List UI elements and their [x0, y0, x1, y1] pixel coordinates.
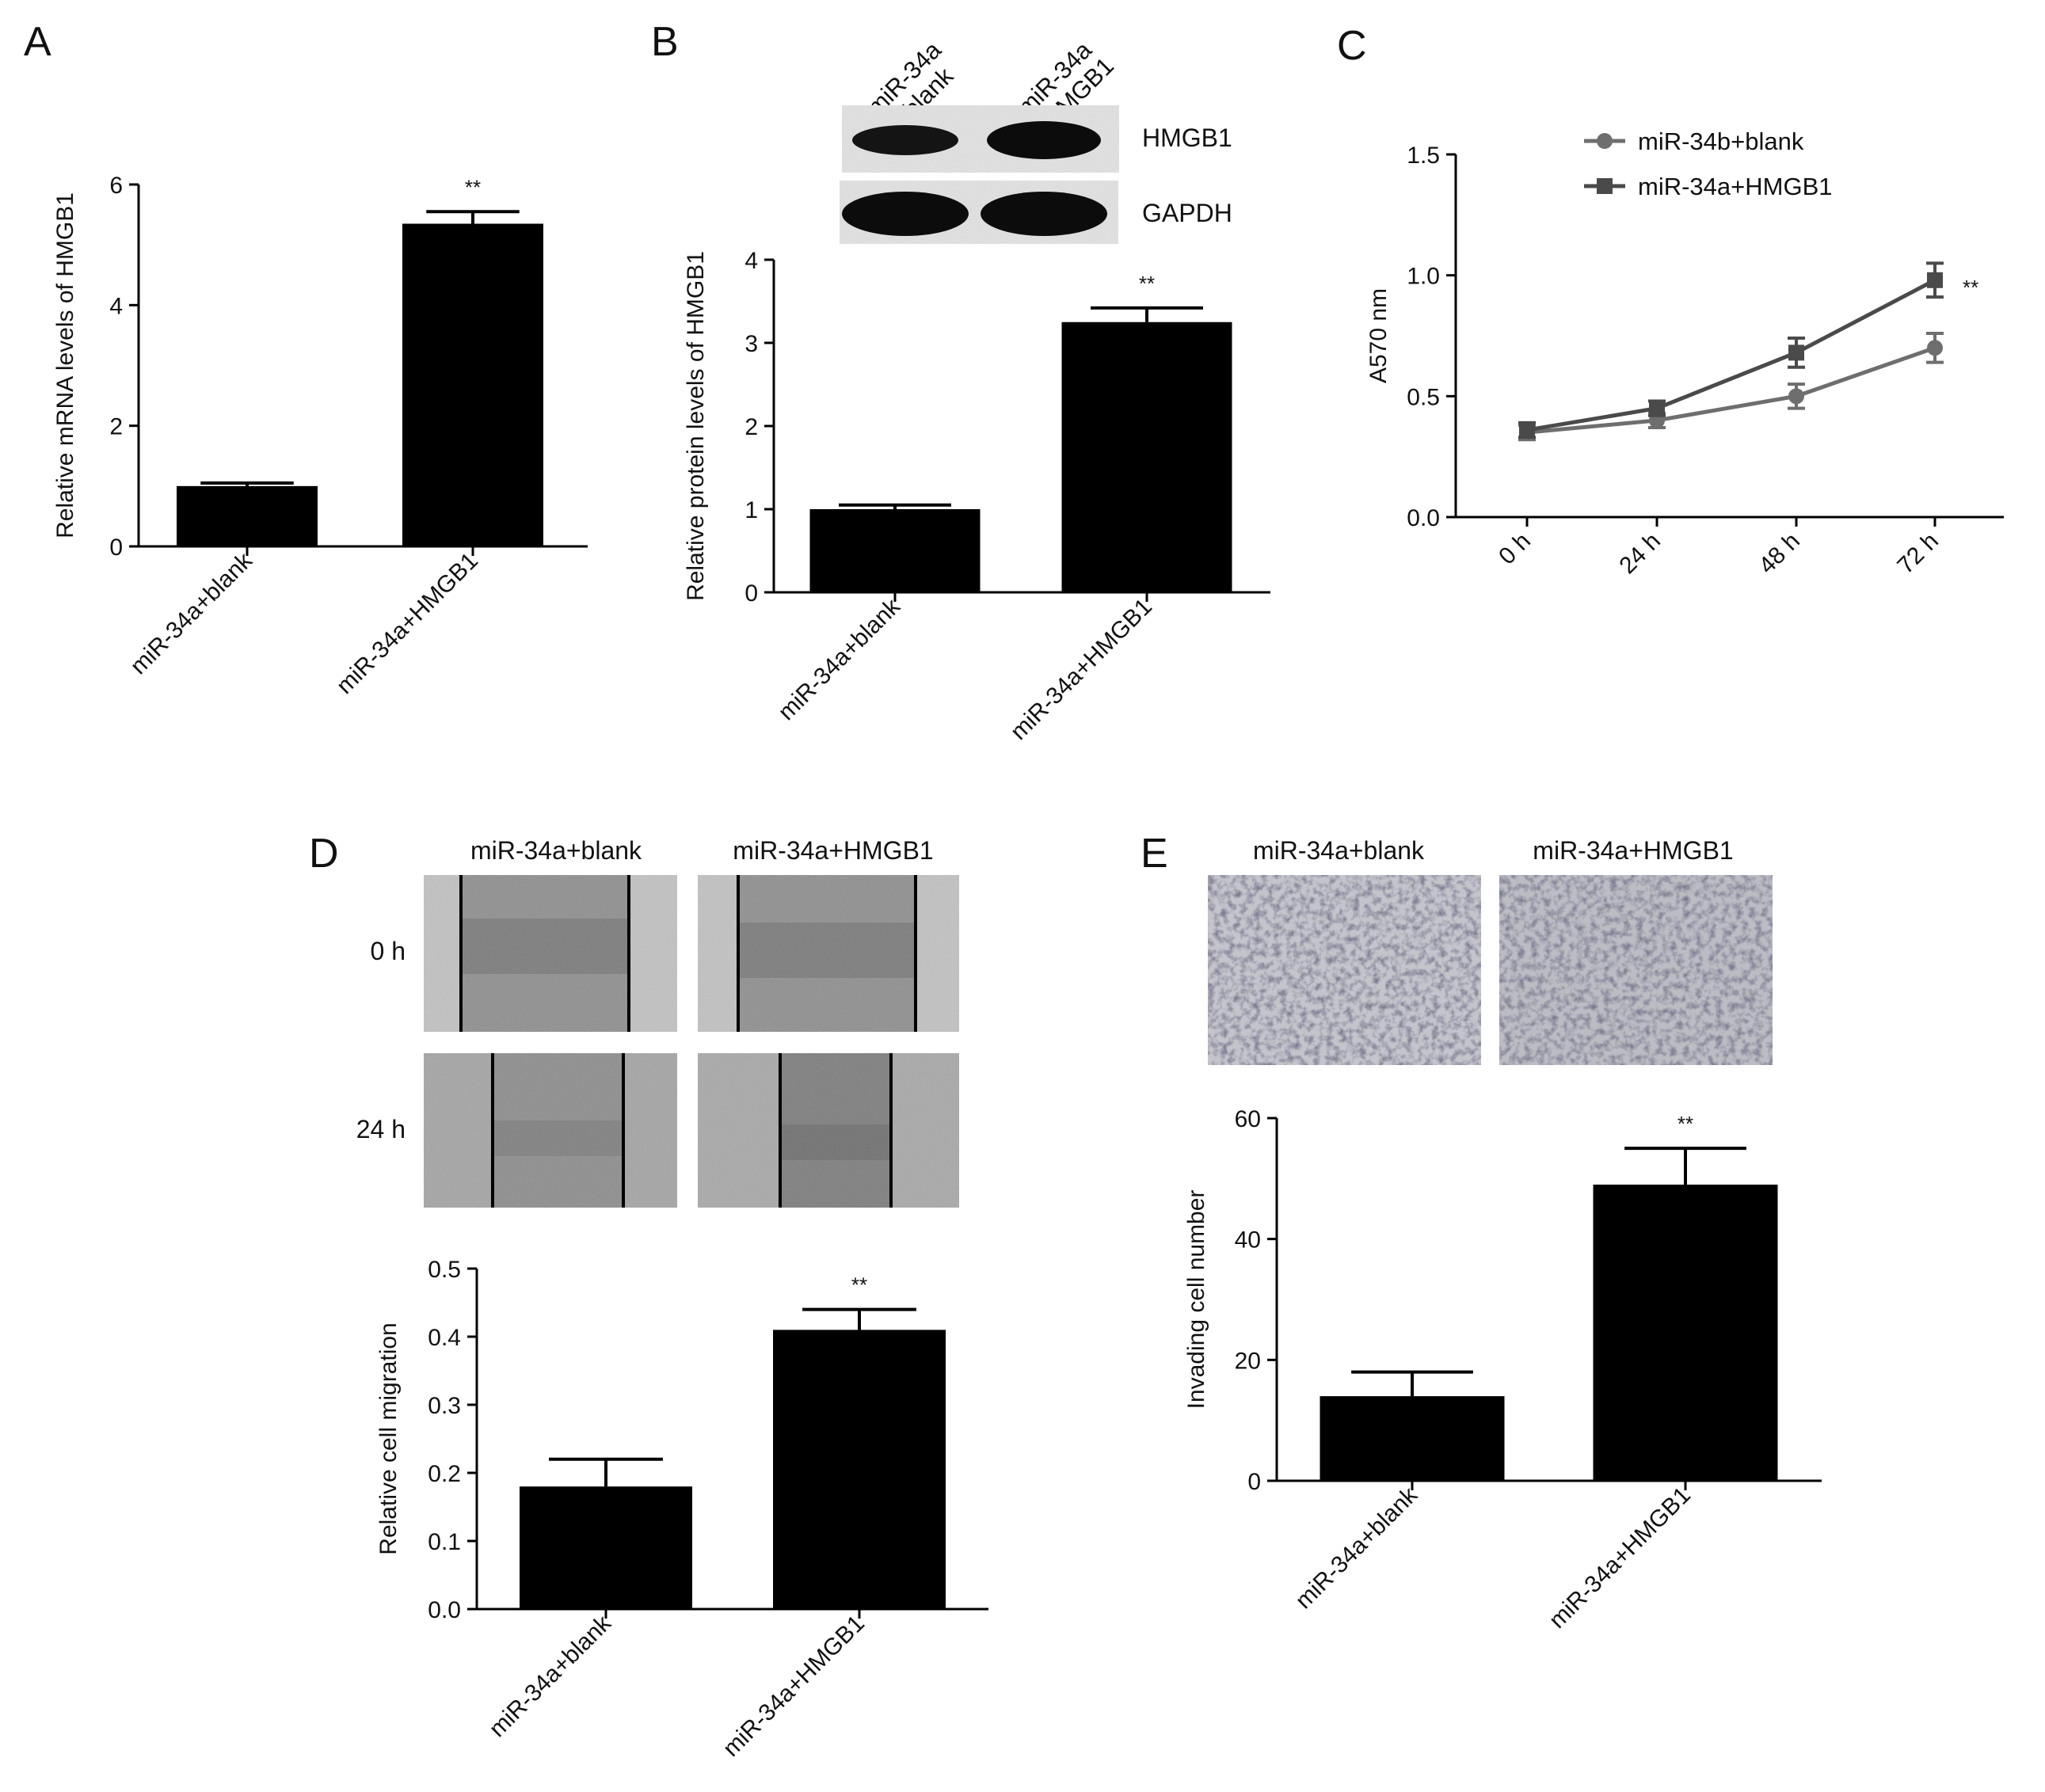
significance-marker: ** [851, 1273, 867, 1297]
invasion-header-blank: miR-34a+blank [1253, 836, 1425, 865]
scratch-row-label-0h: 0 h [371, 937, 406, 965]
blot-label-hmgb1: HMGB1 [1142, 124, 1232, 152]
scratch-image-hmgb1-24h [698, 1053, 959, 1208]
invasion-image-hmgb1 [1499, 875, 1773, 1065]
blot-band-gapdh-hmgb1 [981, 192, 1107, 236]
panel-letter-c: C [1337, 23, 1367, 69]
scratch-header-blank: miR-34a+blank [470, 836, 642, 865]
invasion-assay-images: miR-34a+blank miR-34a+HMGB1 [1208, 836, 1773, 1065]
x-category-label: miR-34a+HMGB1 [1544, 1482, 1696, 1634]
data-point-circle [1927, 340, 1943, 356]
blot-label-gapdh: GAPDH [1142, 199, 1232, 227]
data-point-circle [1788, 388, 1804, 405]
chart-e-invading-cells: 0 20 40 60 Invading cell number miR-34a+blank… [1183, 1106, 1822, 1634]
legend-marker-square [1597, 178, 1613, 194]
data-point-square [1788, 344, 1804, 361]
scratch-assay-images: miR-34a+blank miR-34a+HMGB1 0 h 24 h [356, 836, 959, 1208]
y-axis-label: A570 nm [1365, 288, 1392, 383]
x-category-label: miR-34a+HMGB1 [1006, 594, 1157, 745]
y-tick-label: 2 [745, 414, 758, 440]
y-tick-label: 0.2 [428, 1461, 461, 1487]
y-tick-label: 0.5 [1407, 384, 1440, 410]
invasion-image-blank [1208, 875, 1481, 1065]
blot-band-hmgb1-blank [852, 125, 958, 155]
y-tick-label: 0 [109, 535, 123, 561]
scratch-header-hmgb1: miR-34a+HMGB1 [733, 836, 933, 865]
scratch-image-hmgb1-0h [698, 875, 959, 1032]
y-axis-label: Invading cell number [1183, 1190, 1209, 1410]
blot-band-hmgb1-hmgb1 [987, 121, 1101, 159]
y-tick-label: 1 [745, 497, 758, 523]
chart-c-a570-line: 0.0 0.5 1.0 1.5 A570 nm 0 h 24 h 48 h 72 h miR-34… [1365, 127, 2004, 579]
panel-letter-a: A [24, 19, 51, 65]
chart-d-relative-migration: 0.0 0.1 0.2 0.3 0.4 0.5 Relative cell migratio… [375, 1257, 988, 1762]
x-category-label: miR-34a+HMGB1 [718, 1611, 870, 1762]
y-axis-label: Relative mRNA levels of HMGB1 [52, 192, 78, 538]
bar-blank [520, 1486, 692, 1609]
invasion-header-hmgb1: miR-34a+HMGB1 [1533, 836, 1733, 865]
legend-label: miR-34b+blank [1638, 127, 1804, 155]
bar-hmgb1 [1061, 321, 1232, 592]
x-tick-label: 24 h [1614, 528, 1666, 580]
y-tick-label: 4 [109, 293, 123, 319]
bar-blank [1320, 1396, 1505, 1481]
x-tick-label: 48 h [1754, 528, 1805, 580]
y-tick-label: 0.4 [428, 1325, 461, 1351]
significance-marker: ** [1139, 272, 1155, 295]
x-category-label: miR-34a+blank [125, 547, 257, 679]
series-line [1526, 345, 1936, 435]
y-tick-label: 0.1 [428, 1529, 461, 1555]
x-category-label: miR-34a+HMGB1 [332, 548, 483, 699]
y-tick-label: 60 [1235, 1106, 1261, 1132]
data-point-square [1649, 400, 1665, 417]
bar-blank [809, 509, 981, 592]
y-tick-label: 0.0 [1407, 505, 1440, 531]
scratch-image-blank-24h [424, 1053, 677, 1208]
x-category-label: miR-34a+blank [484, 1610, 616, 1742]
y-tick-label: 0 [1247, 1469, 1261, 1495]
y-axis-label: Relative cell migration [375, 1322, 402, 1554]
panel-letter-b: B [651, 19, 679, 65]
panel-letter-d: D [309, 831, 339, 877]
x-category-label: miR-34a+blank [1290, 1482, 1422, 1614]
legend-label: miR-34a+HMGB1 [1638, 173, 1833, 200]
y-tick-label: 4 [745, 248, 758, 274]
scratch-image-blank-0h [424, 875, 677, 1032]
western-blot: miR-34a+blank miR-34a+HMGB1 HMGB1 GAPDH [840, 36, 1232, 244]
y-tick-label: 40 [1235, 1227, 1261, 1254]
significance-marker: ** [1678, 1112, 1693, 1136]
y-axis-label: Relative protein levels of HMGB1 [683, 251, 709, 601]
y-tick-label: 0.0 [428, 1597, 461, 1623]
y-tick-label: 0.5 [428, 1257, 461, 1283]
y-tick-label: 1.5 [1407, 143, 1440, 169]
panel-letter-e: E [1141, 831, 1168, 877]
y-tick-label: 0.3 [428, 1393, 461, 1419]
legend-marker-circle [1597, 133, 1613, 149]
significance-marker: ** [1963, 276, 1978, 299]
scratch-row-label-24h: 24 h [356, 1115, 406, 1143]
data-point-square [1927, 272, 1943, 288]
chart-a-relative-mrna: 0 2 4 6 Relative mRNA levels of HMGB1 miR-34a… [52, 173, 588, 699]
bar-hmgb1 [1593, 1184, 1778, 1481]
bar-hmgb1 [402, 223, 543, 546]
data-point-square [1519, 422, 1535, 439]
x-tick-label: 0 h [1494, 528, 1536, 570]
x-category-label: miR-34a+blank [773, 593, 905, 725]
y-tick-label: 1.0 [1407, 264, 1440, 290]
x-tick-label: 72 h [1892, 528, 1944, 580]
bar-blank [177, 485, 318, 546]
chart-b-relative-protein: 0 1 2 3 4 Relative protein levels of HMGB1 miR… [683, 248, 1270, 745]
y-tick-label: 20 [1235, 1348, 1261, 1374]
significance-marker: ** [465, 175, 481, 199]
blot-band-gapdh-blank [842, 192, 969, 236]
y-tick-label: 6 [109, 173, 123, 199]
y-tick-label: 3 [745, 331, 758, 357]
series-line [1526, 278, 1936, 432]
y-tick-label: 0 [745, 580, 758, 607]
y-tick-label: 2 [109, 414, 123, 440]
bar-hmgb1 [773, 1330, 946, 1609]
